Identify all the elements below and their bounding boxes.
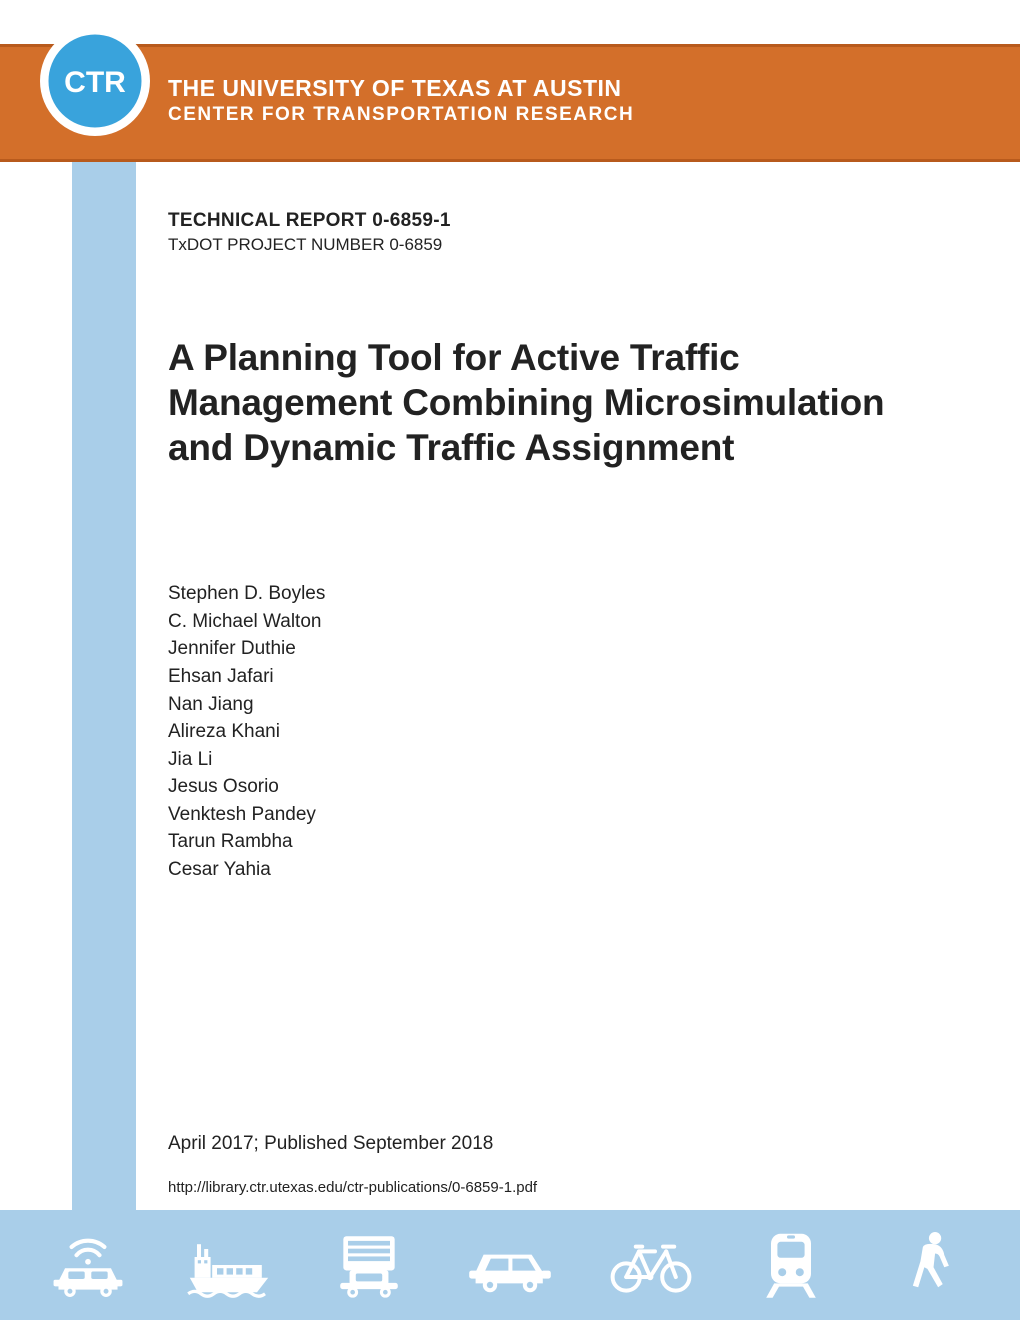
pedestrian-icon bbox=[888, 1230, 976, 1300]
report-cover-page: THE UNIVERSITY OF TEXAS AT AUSTIN CENTER… bbox=[0, 0, 1020, 1320]
author: Cesar Yahia bbox=[168, 856, 940, 884]
university-name: THE UNIVERSITY OF TEXAS AT AUSTIN bbox=[168, 75, 634, 102]
author: Alireza Khani bbox=[168, 718, 940, 746]
project-number: TxDOT PROJECT NUMBER 0-6859 bbox=[168, 235, 940, 255]
content-column: TECHNICAL REPORT 0-6859-1 TxDOT PROJECT … bbox=[168, 210, 940, 1196]
author: Tarun Rambha bbox=[168, 828, 940, 856]
publication-url: http://library.ctr.utexas.edu/ctr-public… bbox=[168, 1179, 940, 1196]
author: Venktesh Pandey bbox=[168, 801, 940, 829]
center-name: CENTER FOR TRANSPORTATION RESEARCH bbox=[168, 104, 634, 126]
author: Stephen D. Boyles bbox=[168, 580, 940, 608]
ctr-logo: CTR bbox=[40, 26, 150, 136]
ship-icon bbox=[185, 1230, 273, 1300]
train-icon bbox=[747, 1230, 835, 1300]
report-title: A Planning Tool for Active Traffic Manag… bbox=[168, 335, 908, 470]
author: Jia Li bbox=[168, 746, 940, 774]
publication-date: April 2017; Published September 2018 bbox=[168, 1133, 940, 1155]
truck-icon bbox=[325, 1230, 413, 1300]
author: Jennifer Duthie bbox=[168, 635, 940, 663]
car-icon bbox=[466, 1230, 554, 1300]
author: Nan Jiang bbox=[168, 691, 940, 719]
header-band: THE UNIVERSITY OF TEXAS AT AUSTIN CENTER… bbox=[0, 44, 1020, 162]
author: C. Michael Walton bbox=[168, 608, 940, 636]
bicycle-icon bbox=[607, 1230, 695, 1300]
blue-stripe bbox=[72, 162, 136, 1210]
report-number: TECHNICAL REPORT 0-6859-1 bbox=[168, 210, 940, 232]
author-list: Stephen D. Boyles C. Michael Walton Jenn… bbox=[168, 580, 940, 883]
author: Ehsan Jafari bbox=[168, 663, 940, 691]
logo-text: CTR bbox=[64, 66, 126, 99]
header-text: THE UNIVERSITY OF TEXAS AT AUSTIN CENTER… bbox=[168, 75, 634, 126]
author: Jesus Osorio bbox=[168, 773, 940, 801]
icon-strip bbox=[0, 1210, 1020, 1320]
connected-car-icon bbox=[44, 1230, 132, 1300]
